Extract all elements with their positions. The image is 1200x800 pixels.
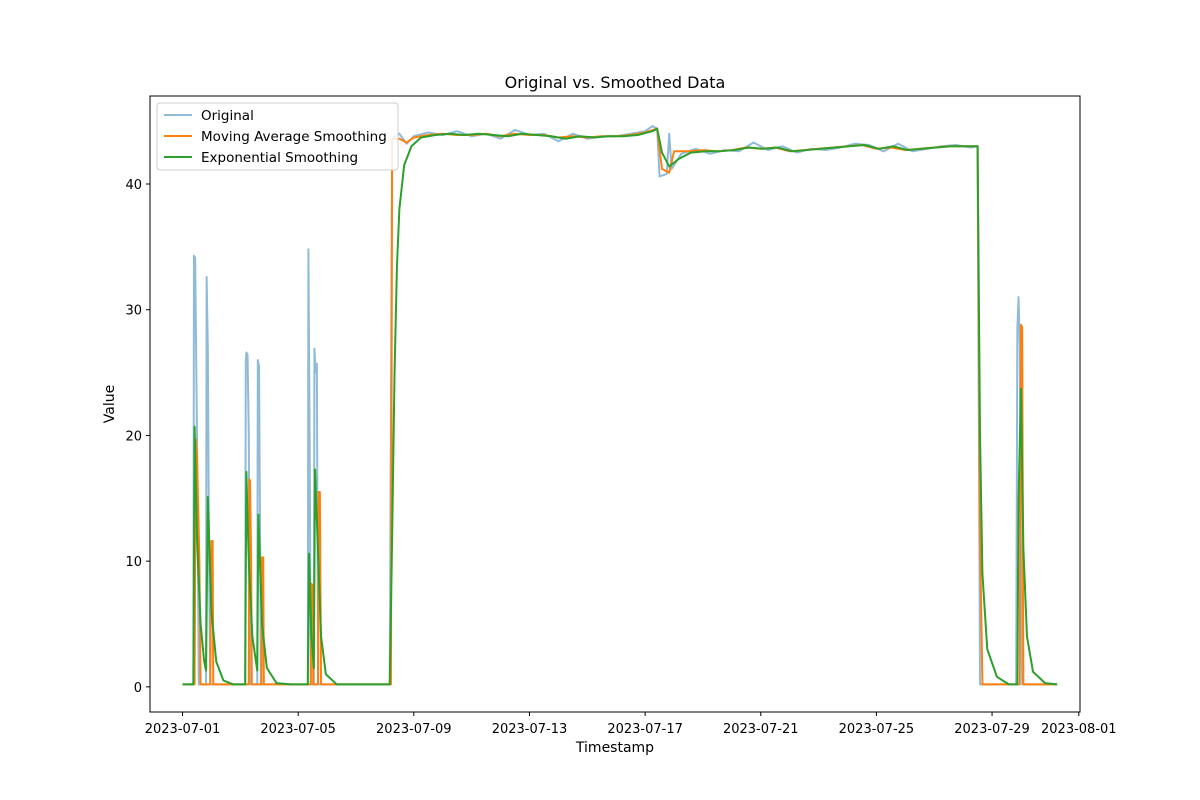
y-tick-label: 30 xyxy=(125,304,142,319)
y-tick-label: 20 xyxy=(125,429,142,444)
x-tick-label: 2023-08-01 xyxy=(1041,722,1117,737)
x-tick-label: 2023-07-17 xyxy=(607,722,683,737)
x-tick-label: 2023-07-13 xyxy=(492,722,568,737)
legend: Original Moving Average Smoothing Exponent… xyxy=(156,102,399,171)
plot-frame xyxy=(149,95,1081,713)
chart-title: Original vs. Smoothed Data xyxy=(505,73,726,92)
y-axis-label: Value xyxy=(102,385,118,423)
x-axis-label: Timestamp xyxy=(575,740,654,756)
legend-box xyxy=(156,102,399,171)
x-tick-label: 2023-07-05 xyxy=(260,722,336,737)
series-line-1 xyxy=(182,125,1058,686)
legend-label: Exponential Smoothing xyxy=(201,150,358,166)
y-tick-label: 10 xyxy=(125,555,142,570)
x-tick-label: 2023-07-21 xyxy=(723,722,799,737)
y-axis: 0 10 20 30 40 xyxy=(125,178,150,696)
y-tick-label: 40 xyxy=(125,178,142,193)
legend-label: Moving Average Smoothing xyxy=(201,129,387,145)
y-tick-label: 0 xyxy=(134,681,142,696)
x-tick-label: 2023-07-29 xyxy=(954,722,1030,737)
x-tick-label: 2023-07-01 xyxy=(145,722,221,737)
x-tick-label: 2023-07-25 xyxy=(839,722,915,737)
x-tick-label: 2023-07-09 xyxy=(376,722,452,737)
series-layer xyxy=(182,125,1058,686)
x-axis: 2023-07-01 2023-07-05 2023-07-09 2023-07-13… xyxy=(145,712,1117,737)
series-line-3 xyxy=(182,127,1058,686)
legend-label: Original xyxy=(201,108,254,124)
